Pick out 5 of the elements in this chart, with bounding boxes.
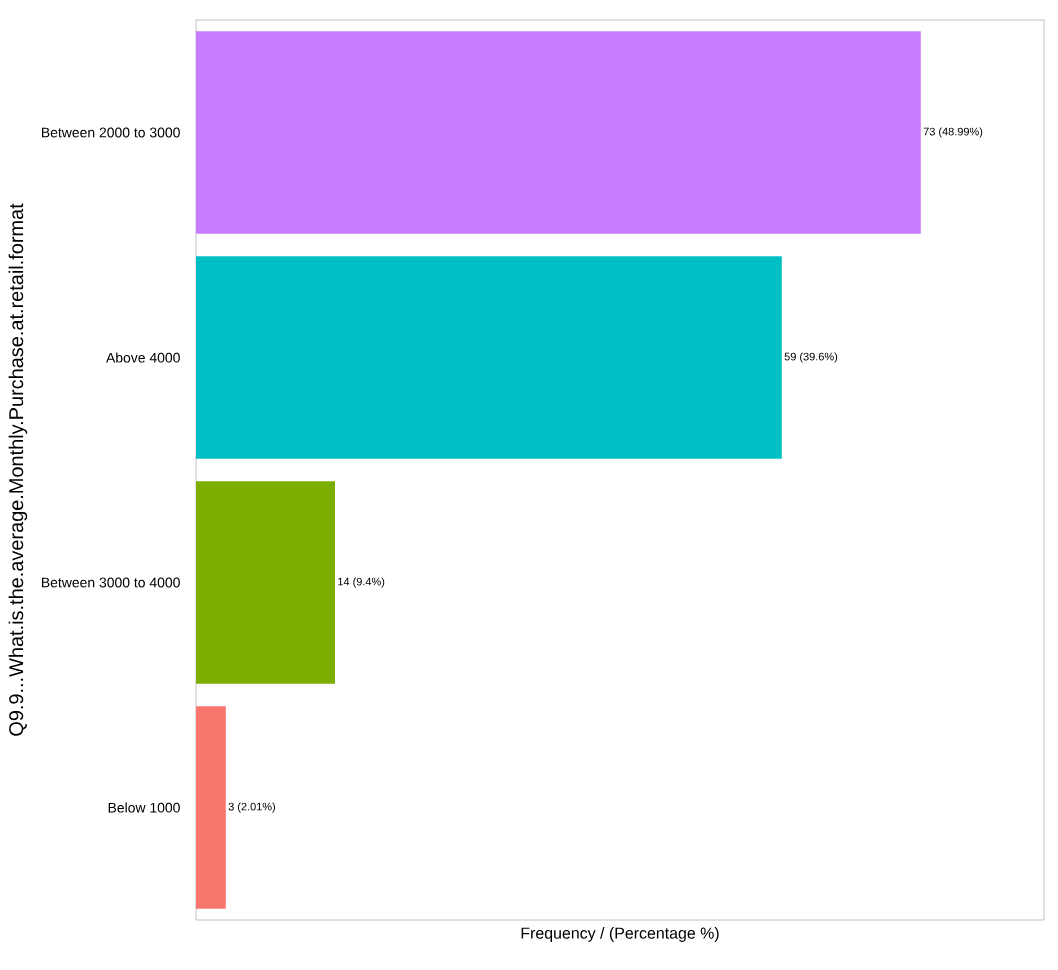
y-axis-title: Q9.9...What.is.the.average.Monthly.Purchase.at.retail.format	[8, 203, 28, 736]
bar	[196, 481, 335, 684]
bar	[196, 31, 921, 234]
bar	[196, 256, 782, 459]
bar	[196, 706, 226, 909]
